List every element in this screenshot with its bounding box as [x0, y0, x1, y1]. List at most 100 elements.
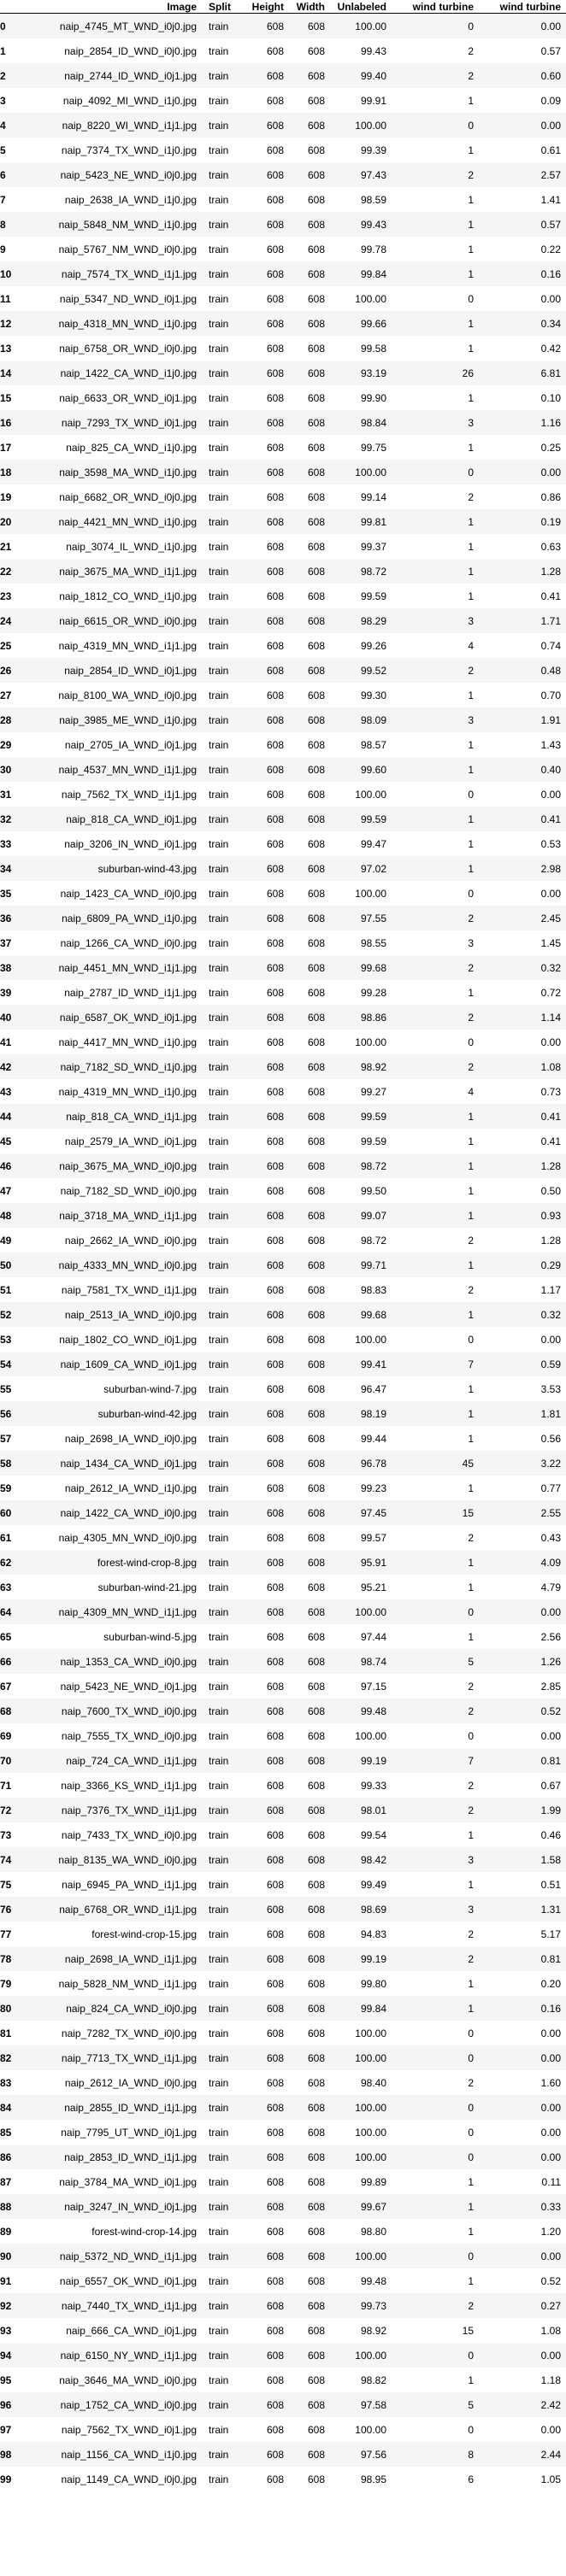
split-cell: train — [202, 2417, 245, 2442]
wind-turbine-percent-cell: 4.09 — [479, 1550, 566, 1575]
wind-turbine-count-cell: 1 — [392, 1996, 479, 2021]
split-cell: train — [202, 2368, 245, 2392]
row-index: 89 — [0, 2219, 32, 2244]
table-row: 65 suburban-wind-5.jpg train 608 608 97.44 1 2.… — [0, 1624, 566, 1649]
table-row: 54 naip_1609_CA_WND_i0j1.jpg train 608 608 99… — [0, 1352, 566, 1376]
width-cell: 608 — [289, 2045, 330, 2070]
width-cell: 608 — [289, 1228, 330, 1253]
row-index: 5 — [0, 138, 32, 162]
height-cell: 608 — [245, 2467, 289, 2491]
index-header — [0, 0, 32, 14]
table-row: 42 naip_7182_SD_WND_i1j0.jpg train 608 608 98… — [0, 1054, 566, 1079]
image-cell: naip_6557_OK_WND_i0j1.jpg — [32, 2268, 202, 2293]
image-cell: suburban-wind-5.jpg — [32, 1624, 202, 1649]
height-cell: 608 — [245, 1030, 289, 1054]
table-row: 47 naip_7182_SD_WND_i0j0.jpg train 608 608 99… — [0, 1178, 566, 1203]
width-cell: 608 — [289, 212, 330, 237]
width-cell: 608 — [289, 955, 330, 980]
height-cell: 608 — [245, 2244, 289, 2268]
wind-turbine-count-cell: 0 — [392, 881, 479, 906]
row-index: 33 — [0, 831, 32, 856]
unlabeled-cell: 96.47 — [330, 1376, 392, 1401]
image-cell: naip_3675_MA_WND_i0j0.jpg — [32, 1153, 202, 1178]
table-header: Image Split Height Width Unlabeled wind turbi… — [0, 0, 566, 14]
split-cell: train — [202, 2145, 245, 2169]
height-cell: 608 — [245, 1946, 289, 1971]
split-header: Split — [202, 0, 245, 14]
table-row: 99 naip_1149_CA_WND_i0j0.jpg train 608 608 98… — [0, 2467, 566, 2491]
width-cell: 608 — [289, 1847, 330, 1872]
split-cell: train — [202, 1228, 245, 1253]
split-cell: train — [202, 707, 245, 732]
image-cell: naip_1812_CO_WND_i1j0.jpg — [32, 584, 202, 608]
table-row: 37 naip_1266_CA_WND_i0j0.jpg train 608 608 98… — [0, 930, 566, 955]
wind-turbine-count-cell: 2 — [392, 1773, 479, 1798]
split-cell: train — [202, 2392, 245, 2417]
image-cell: naip_7562_TX_WND_i0j1.jpg — [32, 2417, 202, 2442]
wind-turbine-percent-cell: 0.29 — [479, 1253, 566, 1277]
height-cell: 608 — [245, 1822, 289, 1847]
split-cell: train — [202, 509, 245, 534]
unlabeled-cell: 98.19 — [330, 1401, 392, 1426]
height-cell: 608 — [245, 1996, 289, 2021]
row-index: 52 — [0, 1302, 32, 1327]
height-cell: 608 — [245, 906, 289, 930]
wind-turbine-percent-cell: 0.81 — [479, 1748, 566, 1773]
unlabeled-cell: 100.00 — [330, 113, 392, 138]
width-cell: 608 — [289, 1426, 330, 1451]
wind-turbine-percent-cell: 2.42 — [479, 2392, 566, 2417]
row-index: 99 — [0, 2467, 32, 2491]
wind-turbine-count-cell: 4 — [392, 1079, 479, 1104]
height-cell: 608 — [245, 1476, 289, 1500]
row-index: 11 — [0, 286, 32, 311]
image-cell: naip_6615_OR_WND_i0j0.jpg — [32, 608, 202, 633]
width-cell: 608 — [289, 980, 330, 1005]
wind-turbine-count-cell: 0 — [392, 460, 479, 484]
unlabeled-cell: 99.19 — [330, 1748, 392, 1773]
wind-turbine-count-cell: 3 — [392, 930, 479, 955]
unlabeled-cell: 98.95 — [330, 2467, 392, 2491]
unlabeled-cell: 99.30 — [330, 683, 392, 707]
table-row: 71 naip_3366_KS_WND_i1j1.jpg train 608 608 99… — [0, 1773, 566, 1798]
image-cell: naip_2612_IA_WND_i0j0.jpg — [32, 2070, 202, 2095]
wind-turbine-percent-cell: 3.22 — [479, 1451, 566, 1476]
wind-turbine-count-cell: 1 — [392, 212, 479, 237]
unlabeled-cell: 97.15 — [330, 1674, 392, 1699]
row-index: 17 — [0, 435, 32, 460]
width-cell: 608 — [289, 2392, 330, 2417]
table-row: 34 suburban-wind-43.jpg train 608 608 97.02 1 2… — [0, 856, 566, 881]
height-cell: 608 — [245, 113, 289, 138]
width-cell: 608 — [289, 38, 330, 63]
width-cell: 608 — [289, 2021, 330, 2045]
wind-turbine-percent-cell: 0.32 — [479, 955, 566, 980]
unlabeled-cell: 98.72 — [330, 559, 392, 584]
image-cell: naip_7374_TX_WND_i1j0.jpg — [32, 138, 202, 162]
wind-turbine-count-cell: 1 — [392, 1376, 479, 1401]
header-row: Image Split Height Width Unlabeled wind turbi… — [0, 0, 566, 14]
width-cell: 608 — [289, 1748, 330, 1773]
height-cell: 608 — [245, 1203, 289, 1228]
height-cell: 608 — [245, 1699, 289, 1723]
row-index: 20 — [0, 509, 32, 534]
unlabeled-cell: 98.59 — [330, 187, 392, 212]
row-index: 66 — [0, 1649, 32, 1674]
split-cell: train — [202, 1897, 245, 1922]
split-cell: train — [202, 460, 245, 484]
image-cell: naip_5828_NM_WND_i1j1.jpg — [32, 1971, 202, 1996]
split-cell: train — [202, 162, 245, 187]
wind-turbine-percent-cell: 0.86 — [479, 484, 566, 509]
row-index: 49 — [0, 1228, 32, 1253]
split-cell: train — [202, 608, 245, 633]
row-index: 41 — [0, 1030, 32, 1054]
table-row: 32 naip_818_CA_WND_i0j1.jpg train 608 608 99.… — [0, 807, 566, 831]
split-cell: train — [202, 559, 245, 584]
width-cell: 608 — [289, 757, 330, 782]
width-cell: 608 — [289, 683, 330, 707]
row-index: 1 — [0, 38, 32, 63]
table-row: 19 naip_6682_OR_WND_i0j0.jpg train 608 608 99… — [0, 484, 566, 509]
row-index: 6 — [0, 162, 32, 187]
image-cell: naip_4451_MN_WND_i1j1.jpg — [32, 955, 202, 980]
row-index: 25 — [0, 633, 32, 658]
wind-turbine-percent-cell: 0.60 — [479, 63, 566, 88]
split-cell: train — [202, 1699, 245, 1723]
